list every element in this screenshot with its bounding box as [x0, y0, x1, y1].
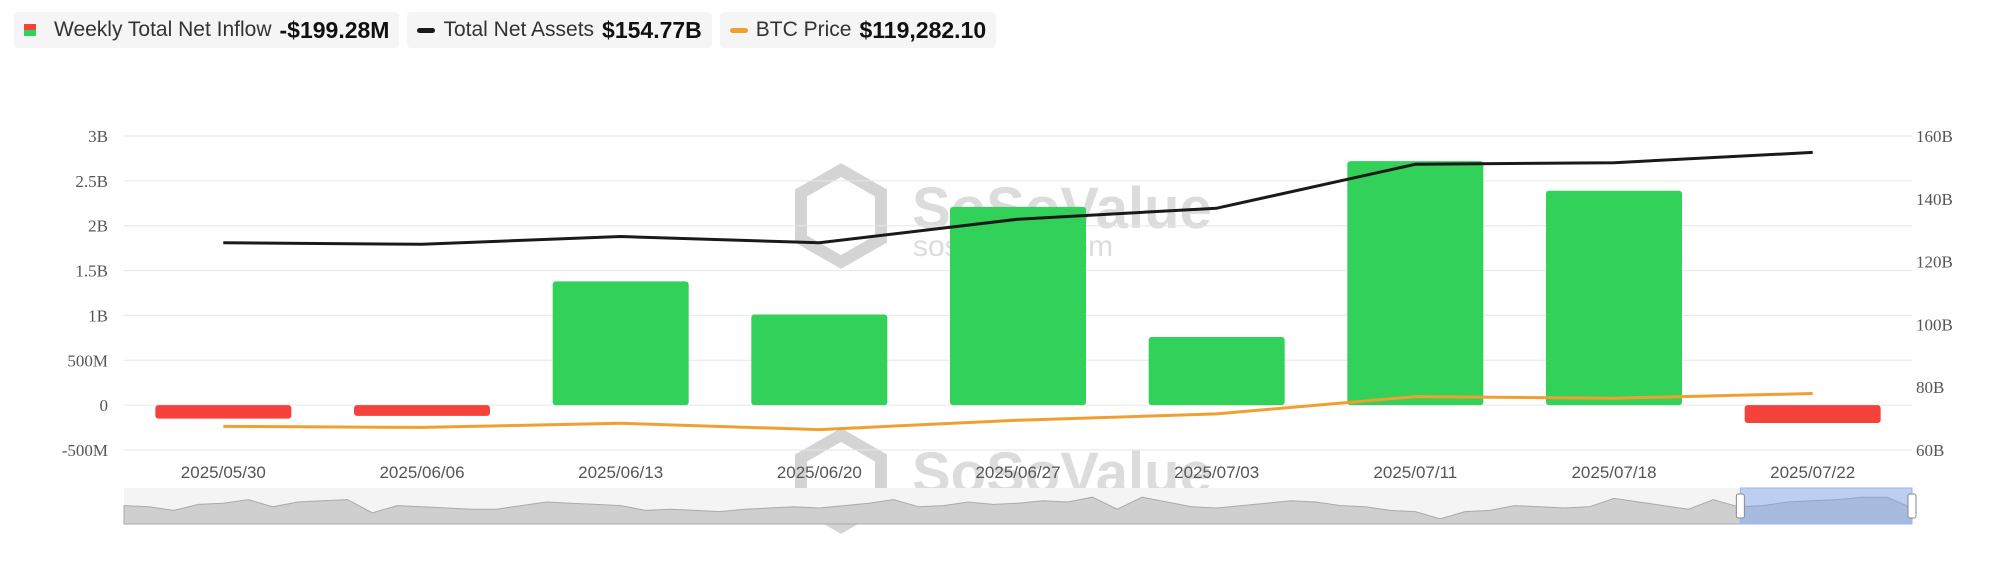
legend-assets-label: Total Net Assets [443, 18, 595, 41]
navigator-handle[interactable] [1735, 493, 1745, 519]
navigator-area [123, 496, 1913, 525]
inflow-swatch-positive [24, 30, 36, 36]
y-left-tick-label: 2.5B [75, 172, 108, 191]
x-tick-label: 2025/07/11 [1373, 463, 1457, 482]
legend-btc-label: BTC Price [755, 18, 852, 41]
inflow-bar [354, 405, 490, 416]
legend-item-assets[interactable]: Total Net Assets $154.77B [407, 12, 712, 48]
inflow-bar [1347, 161, 1484, 406]
y-left-tick-label: 0 [100, 396, 109, 415]
y-left-tick-label: 1B [88, 306, 108, 325]
inflow-bar [1148, 336, 1285, 406]
navigator-handle[interactable] [1907, 493, 1917, 519]
inflow-swatch-negative [24, 24, 36, 30]
navigator-selection[interactable] [1739, 487, 1913, 525]
inflow-bar [1744, 405, 1881, 424]
y-left-tick-label: 1.5B [75, 262, 108, 281]
x-tick-label: 2025/07/22 [1770, 463, 1855, 482]
x-tick-label: 2025/07/03 [1174, 463, 1259, 482]
x-tick-label: 2025/06/27 [975, 463, 1060, 482]
y-axis-right: 60B 80B 100B 120B 140B 160B [1916, 127, 1953, 460]
watermark-logo-icon [795, 428, 887, 534]
x-tick-label: 2025/06/13 [578, 463, 663, 482]
legend-inflow-label: Weekly Total Net Inflow [54, 18, 272, 41]
y-axis-left: -500M 0 500M 1B 1.5B 2B 2.5B 3B [62, 127, 108, 460]
x-axis: 2025/05/30 2025/06/06 2025/06/13 2025/06/20… [181, 463, 1855, 482]
btc-swatch [729, 27, 748, 33]
y-left-tick-label: 500M [67, 351, 108, 370]
inflow-bar [1546, 190, 1682, 406]
assets-line [223, 150, 1813, 246]
y-right-tick-label: 100B [1916, 315, 1953, 334]
y-right-tick-label: 120B [1916, 253, 1953, 272]
legend-inflow-value: -$199.28M [279, 16, 390, 43]
series-lines [223, 150, 1813, 432]
x-tick-label: 2025/05/30 [181, 463, 266, 482]
y-right-tick-label: 140B [1916, 190, 1953, 209]
range-navigator[interactable] [123, 487, 1917, 525]
x-tick-label: 2025/06/06 [379, 463, 464, 482]
y-right-tick-label: 160B [1916, 127, 1953, 146]
y-left-tick-label: 3B [88, 127, 108, 146]
legend-item-btc[interactable]: BTC Price $119,282.10 [719, 12, 997, 48]
legend-assets-value: $154.77B [602, 16, 702, 43]
inflow-swatch [24, 24, 36, 36]
chart-legend: Weekly Total Net Inflow -$199.28M Total … [14, 12, 997, 48]
assets-swatch [417, 27, 436, 33]
inflow-bar [552, 281, 689, 406]
y-left-tick-label: 2B [88, 217, 108, 236]
inflow-bar [155, 405, 292, 419]
inflow-bar [950, 206, 1086, 406]
watermark-logo-icon [795, 163, 887, 269]
btc-price-line [223, 392, 1813, 432]
inflow-bars [155, 161, 1881, 424]
x-tick-label: 2025/07/18 [1571, 463, 1656, 482]
y-right-tick-label: 80B [1916, 378, 1944, 397]
inflow-bar [751, 314, 888, 406]
y-left-tick-label: -500M [62, 441, 108, 460]
y-right-tick-label: 60B [1916, 441, 1944, 460]
legend-item-inflow[interactable]: Weekly Total Net Inflow -$199.28M [14, 12, 400, 48]
x-tick-label: 2025/06/20 [777, 463, 862, 482]
legend-btc-value: $119,282.10 [859, 16, 987, 43]
